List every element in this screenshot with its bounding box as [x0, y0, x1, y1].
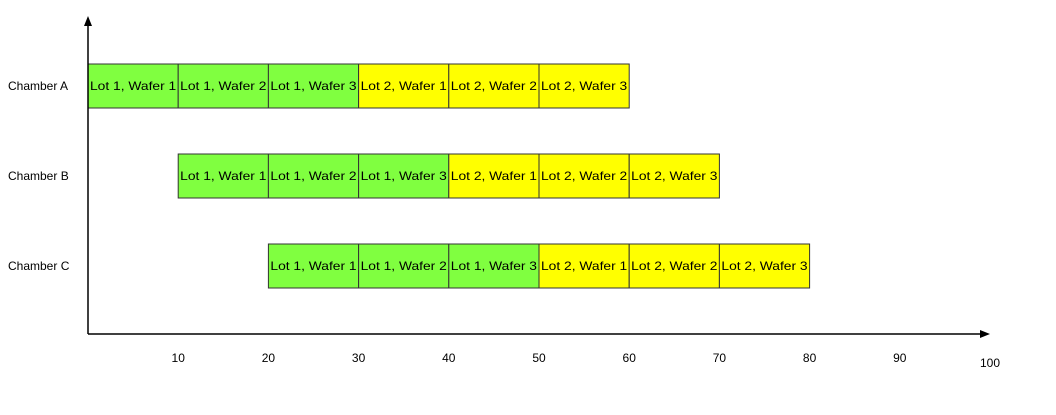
task-label: Lot 2, Wafer 2 — [451, 79, 538, 93]
task-label: Lot 1, Wafer 2 — [180, 79, 267, 93]
chart-rows: Chamber A Lot 1, Wafer 1 Lot 1, Wafer 2 Lot… — [8, 63, 811, 289]
task-box — [448, 153, 540, 199]
x-axis-arrow-icon — [980, 330, 990, 338]
task-box — [267, 243, 360, 289]
task-label: Lot 2, Wafer 3 — [631, 169, 718, 183]
x-tick-label: 60 — [623, 351, 637, 365]
task-label: Lot 1, Wafer 3 — [270, 79, 357, 93]
chamber-row: Chamber A Lot 1, Wafer 1 Lot 1, Wafer 2 Lot… — [8, 63, 630, 109]
task-box — [628, 153, 720, 199]
task-label: Lot 2, Wafer 3 — [541, 79, 628, 93]
task-box — [358, 153, 450, 199]
task-label: Lot 1, Wafer 1 — [90, 79, 177, 93]
task-label: Lot 2, Wafer 3 — [721, 259, 808, 273]
x-tick-label: 40 — [442, 351, 456, 365]
task-label: Lot 2, Wafer 2 — [631, 259, 718, 273]
x-tick-labels: 10 20 30 40 50 60 70 80 90 100 — [172, 351, 1001, 370]
task-box — [538, 243, 630, 289]
task-label: Lot 1, Wafer 2 — [270, 169, 357, 183]
y-axis-arrow-icon — [84, 16, 92, 26]
task-label: Lot 1, Wafer 2 — [361, 259, 448, 273]
x-tick-label: 90 — [893, 351, 907, 365]
task-box — [448, 63, 540, 109]
task-label: Lot 1, Wafer 3 — [361, 169, 448, 183]
task-label: Lot 2, Wafer 1 — [451, 169, 538, 183]
task-box — [718, 243, 811, 289]
task-label: Lot 1, Wafer 1 — [180, 169, 267, 183]
chamber-row: Chamber B Lot 1, Wafer 1 Lot 1, Wafer 2 Lot… — [8, 153, 720, 199]
row-label: Chamber C — [8, 259, 70, 273]
row-label: Chamber A — [8, 79, 68, 93]
task-label: Lot 2, Wafer 2 — [541, 169, 628, 183]
task-label: Lot 1, Wafer 1 — [270, 259, 357, 273]
task-box — [177, 63, 269, 109]
x-tick-label: 70 — [713, 351, 727, 365]
row-label: Chamber B — [8, 169, 69, 183]
task-box — [538, 63, 630, 109]
task-box — [87, 63, 179, 109]
task-label: Lot 1, Wafer 3 — [451, 259, 538, 273]
x-tick-label: 20 — [262, 351, 276, 365]
task-box — [267, 153, 360, 199]
x-tick-label: 80 — [803, 351, 817, 365]
task-box — [267, 63, 360, 109]
chamber-row: Chamber C Lot 1, Wafer 1 Lot 1, Wafer 2 Lot… — [8, 243, 811, 289]
task-label: Lot 2, Wafer 1 — [361, 79, 448, 93]
task-box — [177, 153, 269, 199]
task-label: Lot 2, Wafer 1 — [541, 259, 628, 273]
x-tick-label: 10 — [172, 351, 186, 365]
x-tick-label: 30 — [352, 351, 366, 365]
task-box — [358, 243, 450, 289]
x-tick-label: 100 — [980, 356, 1000, 370]
task-box — [628, 243, 720, 289]
x-tick-label: 50 — [532, 351, 546, 365]
chart-axes — [84, 16, 990, 338]
